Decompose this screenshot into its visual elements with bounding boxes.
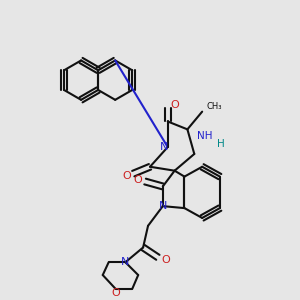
Text: N: N	[159, 201, 167, 211]
Text: H: H	[217, 139, 225, 149]
Text: O: O	[122, 171, 131, 181]
Text: N: N	[121, 257, 130, 267]
Text: NH: NH	[197, 131, 213, 141]
Text: O: O	[161, 255, 170, 265]
Text: O: O	[111, 288, 120, 298]
Text: N: N	[160, 142, 168, 152]
Text: O: O	[134, 175, 142, 184]
Text: O: O	[170, 100, 179, 110]
Text: CH₃: CH₃	[206, 102, 222, 111]
